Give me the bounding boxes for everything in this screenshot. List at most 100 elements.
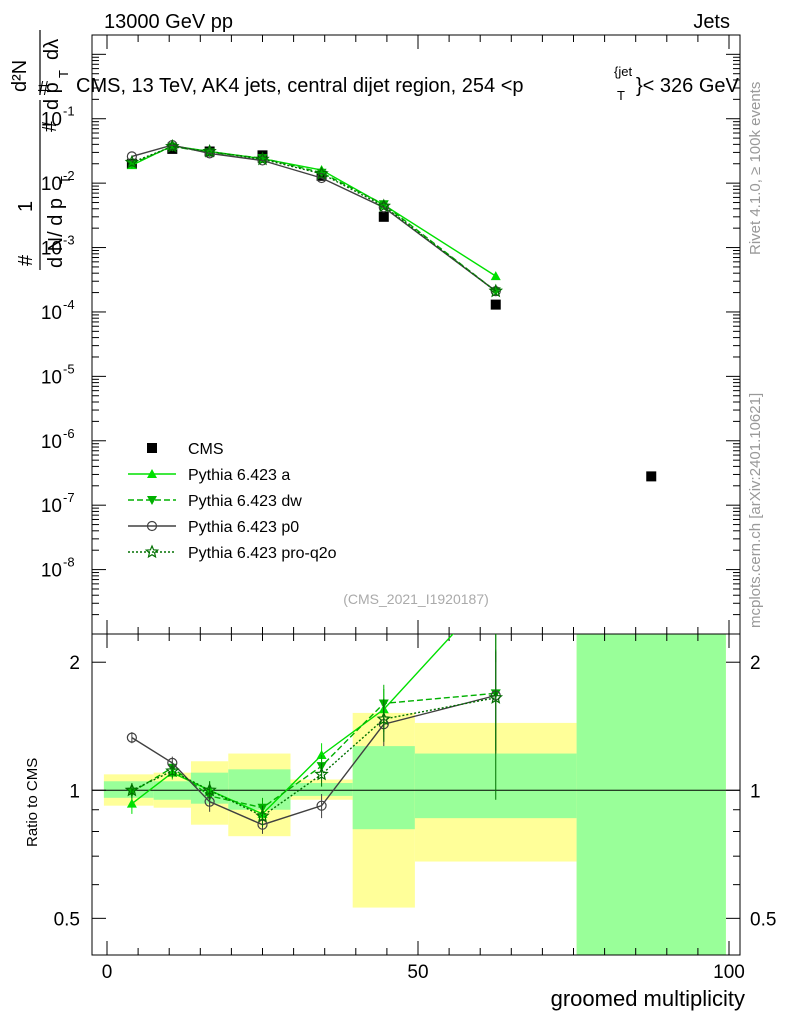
ratio-uncertainty-bands xyxy=(103,634,726,955)
analysis-id: (CMS_2021_I1920187) xyxy=(343,591,489,607)
ratio-series xyxy=(124,634,504,834)
svg-text:1: 1 xyxy=(15,201,37,212)
data-point-pythia_p0 xyxy=(257,155,268,166)
series-pythia_proq2o xyxy=(124,138,504,298)
legend-label: Pythia 6.423 dw xyxy=(188,493,302,510)
data-point-cms xyxy=(378,211,389,222)
legend-item-pythia_p0: Pythia 6.423 p0 xyxy=(128,519,299,536)
series-line-pythia_proq2o xyxy=(131,145,497,292)
series-cms xyxy=(126,143,657,482)
data-point-pythia_proq2o xyxy=(165,138,180,153)
svg-text:d N/ d p: d N/ d p xyxy=(45,198,67,268)
main-y-axis-label: # 1 d N/ d p T # d²N # d p T dλ xyxy=(9,30,73,270)
main-y-tick-exp: -4 xyxy=(63,297,75,312)
main-y-tick-label: 10 -7 xyxy=(41,490,75,517)
legend-item-pythia_a: Pythia 6.423 a xyxy=(128,467,290,484)
legend-marker-pythia_a xyxy=(147,469,157,478)
legend-marker-cms xyxy=(147,443,157,453)
ratio-point-pythia_proq2o xyxy=(124,782,140,797)
main-y-tick-base: 10 xyxy=(41,174,62,195)
main-y-tick-exp: -7 xyxy=(63,490,75,505)
main-axes: 10-110-210-310-410-510-610-710-8 xyxy=(41,35,740,635)
main-y-tick-label: 10 -1 xyxy=(41,104,75,131)
ratio-y-label: Ratio to CMS xyxy=(24,758,41,847)
main-y-tick-label: 10 -8 xyxy=(41,555,75,582)
data-point-pythia_proq2o xyxy=(488,283,504,298)
svg-text:T: T xyxy=(56,70,71,78)
series-line-pythia_p0 xyxy=(131,144,497,292)
ratio-point-pythia_p0 xyxy=(316,800,327,811)
ratio-point-pythia_a xyxy=(126,798,137,808)
data-point-pythia_p0 xyxy=(316,172,327,184)
category-label: Jets xyxy=(693,11,730,33)
mcplots-label: mcplots.cern.ch [arXiv:2401.10621] xyxy=(747,393,764,628)
data-point-pythia_proq2o xyxy=(124,154,140,169)
legend-marker-pythia_proq2o xyxy=(144,544,160,559)
ratio-y-tick-label-right: 2 xyxy=(750,653,761,674)
main-y-tick-label: 10 -6 xyxy=(41,426,75,453)
ratio-axes: 0.5 0.5 1 1 2 2 0 50 100 xyxy=(54,634,776,983)
svg-text:#: # xyxy=(38,78,50,100)
rivet-label: Rivet 4.1.0, ≥ 100k events xyxy=(747,82,764,255)
ratio-point-pythia_a xyxy=(316,750,327,760)
series-pythia_dw xyxy=(126,142,501,297)
svg-text:#: # xyxy=(39,120,61,132)
data-point-pythia_proq2o xyxy=(202,143,217,158)
ratio-point-pythia_proq2o xyxy=(202,782,217,797)
title-sup: {jet xyxy=(614,64,632,79)
data-point-cms xyxy=(490,299,501,310)
main-y-tick-exp: -2 xyxy=(63,168,75,183)
main-y-tick-exp: -1 xyxy=(63,104,75,119)
series-pythia_p0 xyxy=(126,139,501,297)
ratio-y-tick-label: 1 xyxy=(69,781,80,802)
legend-label: Pythia 6.423 pro-q2o xyxy=(188,545,337,562)
data-point-pythia_p0 xyxy=(204,148,215,159)
main-y-tick-base: 10 xyxy=(41,367,62,388)
ratio-point-pythia_proq2o xyxy=(376,711,391,726)
data-point-pythia_proq2o xyxy=(314,166,329,180)
legend-item-pythia_proq2o: Pythia 6.423 pro-q2o xyxy=(128,544,337,562)
x-tick-label: 0 xyxy=(102,962,113,983)
legend-label: CMS xyxy=(188,441,224,458)
ratio-point-pythia_proq2o xyxy=(165,763,180,778)
legend-item-pythia_dw: Pythia 6.423 dw xyxy=(128,493,302,510)
ratio-point-pythia_p0 xyxy=(126,732,137,743)
main-y-tick-label: 10 -3 xyxy=(41,233,75,260)
main-y-tick-exp: -5 xyxy=(63,361,75,376)
ratio-point-pythia_proq2o xyxy=(314,766,329,781)
ratio-plot-frame xyxy=(91,633,741,956)
main-y-tick-base: 10 xyxy=(41,110,62,131)
legend-marker-pythia_p0 xyxy=(146,520,158,532)
main-y-tick-base: 10 xyxy=(41,432,62,453)
ratio-series-pythia_proq2o xyxy=(124,634,504,827)
data-point-pythia_a xyxy=(490,271,501,281)
main-y-tick-exp: -3 xyxy=(63,233,75,248)
legend-item-cms: CMS xyxy=(147,441,224,458)
ratio-y-tick-label: 2 xyxy=(69,653,80,674)
ratio-band-green xyxy=(576,634,726,955)
svg-text:d²N: d²N xyxy=(9,60,31,92)
main-y-tick-label: 10 -2 xyxy=(41,168,75,195)
main-y-tick-label: 10 -5 xyxy=(41,361,75,388)
main-y-tick-base: 10 xyxy=(41,239,62,260)
ratio-y-tick-label: 0.5 xyxy=(54,909,80,930)
main-y-tick-exp: -6 xyxy=(63,426,75,441)
svg-text:d p: d p xyxy=(41,82,63,110)
data-point-cms xyxy=(646,471,657,482)
ratio-y-tick-label-right: 1 xyxy=(750,781,761,802)
main-series xyxy=(124,138,657,482)
title-sub: T xyxy=(617,88,625,103)
x-tick-label: 50 xyxy=(407,962,428,983)
main-y-tick-label: 10 -4 xyxy=(41,297,75,324)
energy-label: 13000 GeV pp xyxy=(104,11,233,33)
legend: CMS Pythia 6.423 a Pythia 6.423 dw Pythia 6… xyxy=(128,441,337,562)
main-y-tick-base: 10 xyxy=(41,303,62,324)
legend-label: Pythia 6.423 p0 xyxy=(188,519,299,536)
series-pythia_a xyxy=(126,140,501,281)
svg-text:dλ: dλ xyxy=(41,39,63,60)
ratio-point-pythia_proq2o xyxy=(488,690,504,704)
legend-marker-pythia_dw xyxy=(147,496,157,505)
data-point-pythia_proq2o xyxy=(376,198,391,213)
chart-title: CMS, 13 TeV, AK4 jets, central dijet reg… xyxy=(76,64,740,103)
legend-label: Pythia 6.423 a xyxy=(188,467,290,484)
